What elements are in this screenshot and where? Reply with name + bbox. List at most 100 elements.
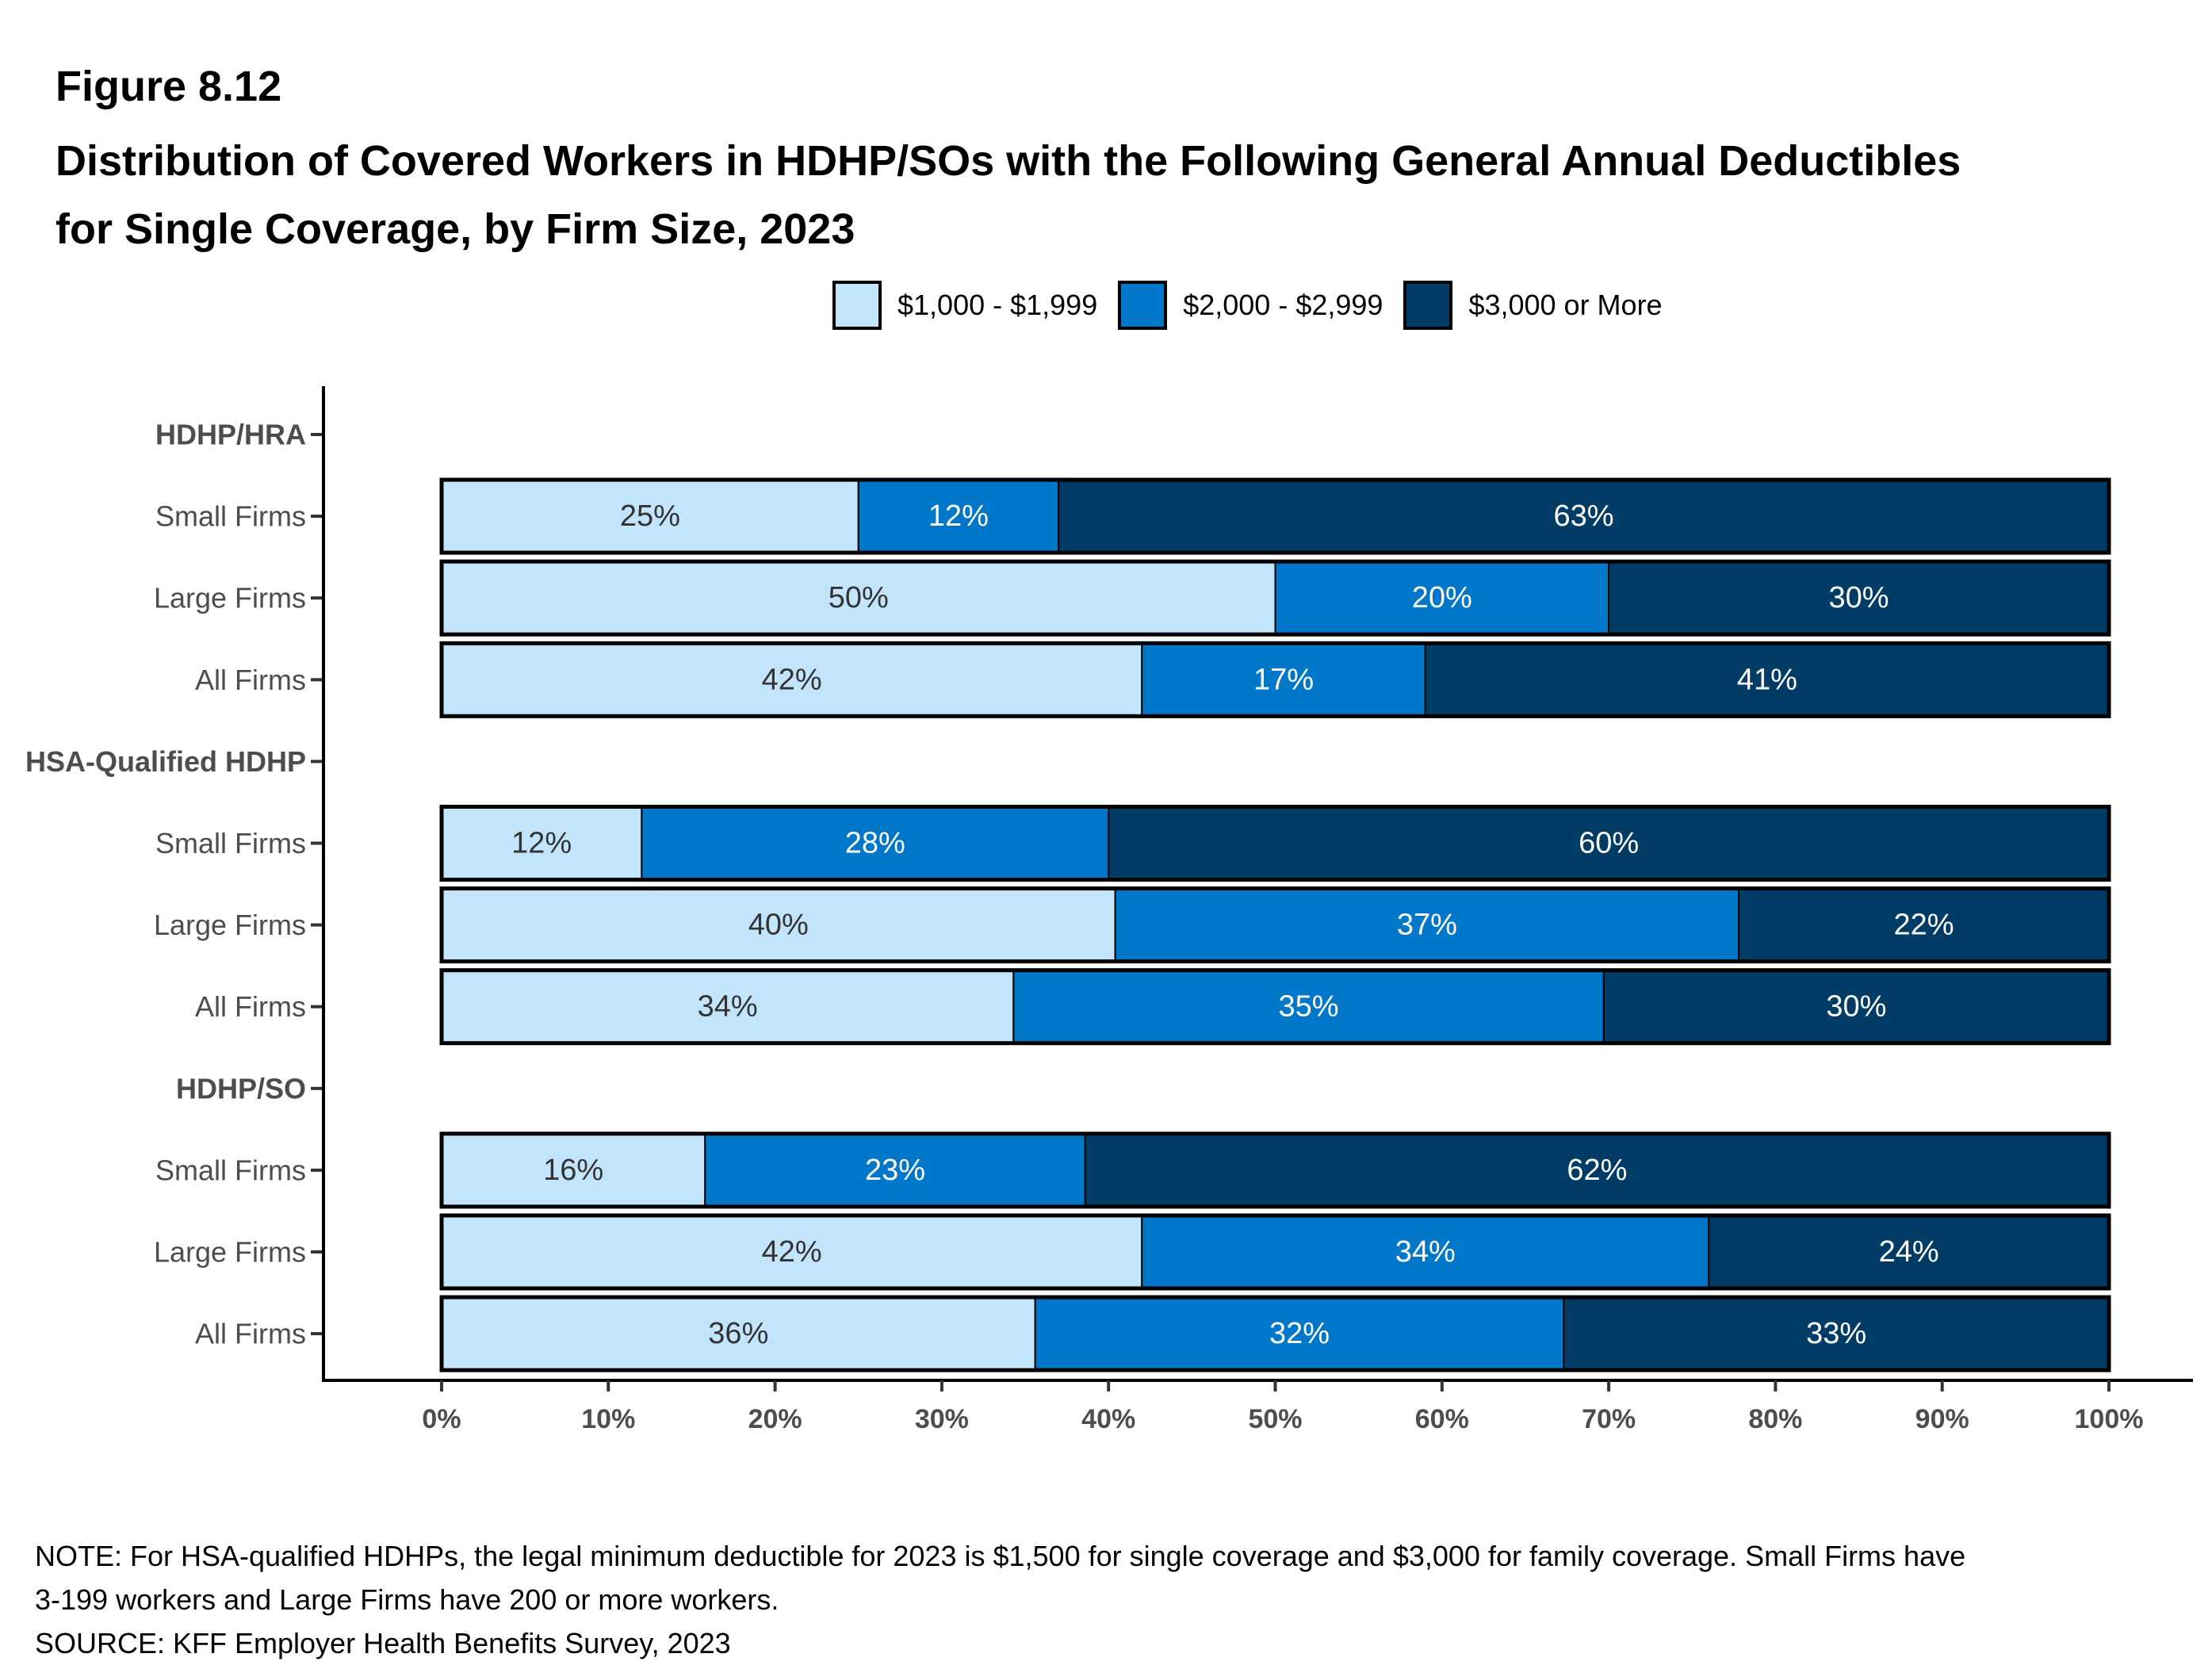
notes: NOTE: For HSA-qualified HDHPs, the legal… [35, 1534, 2176, 1665]
bar-row-hdhp-hra-small-firms: 25% 12% 63% [439, 477, 2111, 555]
bar-row-hsa-qualified-hdhp-small-firms: 12% 28% 60% [439, 805, 2111, 882]
bar-segment-hdhp-hra-small-firms-3-000-or-more [1058, 479, 2110, 554]
bar-outline-hdhp-so-all-firms [439, 1295, 2111, 1372]
bar-segment-hdhp-so-large-firms-2-000-2-999 [1141, 1215, 1710, 1289]
x-tick-label: 90% [1915, 1404, 1969, 1434]
legend-swatch-1000-1999 [832, 281, 882, 330]
bar-segment-hdhp-so-small-firms-1-000-1-999 [441, 1132, 706, 1208]
bar-outline-hdhp-so-large-firms [439, 1213, 2111, 1291]
group-label-hdhp-hra: HDHP/HRA [155, 419, 306, 451]
figure-label: Figure 8.12 [55, 63, 282, 110]
row-label-hdhp-hra-all-firms: All Firms [195, 664, 306, 696]
bar-value-label: 60% [1579, 827, 1639, 860]
bar-value-label: 33% [1806, 1317, 1866, 1350]
bar-value-label: 28% [845, 827, 905, 860]
bar-value-label: 32% [1269, 1317, 1330, 1350]
bar-value-label: 22% [1894, 909, 1954, 942]
bar-value-label: 36% [708, 1317, 768, 1350]
bar-value-label: 12% [928, 500, 989, 533]
legend-label-2000-2999: $2,000 - $2,999 [1183, 289, 1383, 321]
bar-row-hsa-qualified-hdhp-large-firms: 40% 37% 22% [439, 886, 2111, 964]
x-tick-label: 50% [1248, 1404, 1302, 1434]
x-tick-label: 10% [581, 1404, 635, 1434]
bar-value-label: 50% [829, 581, 889, 614]
bar-segment-hdhp-hra-large-firms-2-000-2-999 [1274, 561, 1610, 636]
x-tick-label: 60% [1415, 1404, 1469, 1434]
bar-value-label: 25% [620, 500, 680, 533]
bar-value-label: 42% [762, 663, 822, 696]
bar-row-hdhp-hra-all-firms: 42% 17% 41% [439, 641, 2111, 718]
bar-row-hsa-qualified-hdhp-all-firms: 34% 35% 30% [439, 968, 2111, 1046]
legend-swatch-3000-plus [1403, 281, 1453, 330]
bar-outline-hsa-qualified-hdhp-large-firms [439, 886, 2111, 964]
legend-label-1000-1999: $1,000 - $1,999 [897, 289, 1098, 321]
row-label-hsa-qualified-hdhp-all-firms: All Firms [195, 990, 306, 1023]
bars-layer: 25% 12% 63% 50% 20% 30% 42% 17% 41% 12% 28% 60% 40% 3… [439, 477, 2111, 1372]
row-label-hdhp-so-all-firms: All Firms [195, 1318, 306, 1350]
bar-segment-hdhp-so-large-firms-1-000-1-999 [441, 1215, 1143, 1289]
bar-value-label: 40% [748, 909, 809, 942]
bar-value-label: 30% [1826, 990, 1886, 1024]
x-tick-label: 80% [1748, 1404, 1802, 1434]
bar-segment-hsa-qualified-hdhp-all-firms-3-000-or-more [1602, 969, 2110, 1044]
x-tick-label: 70% [1582, 1404, 1636, 1434]
axes-layer: HDHP/HRA Small Firms Large Firms All Firms H… [25, 386, 2193, 1434]
bar-outline-hsa-qualified-hdhp-all-firms [439, 968, 2111, 1046]
bar-value-label: 20% [1412, 581, 1472, 614]
x-tick-label: 100% [2075, 1404, 2144, 1434]
row-label-hdhp-hra-small-firms: Small Firms [155, 500, 306, 533]
bar-row-hdhp-hra-large-firms: 50% 20% 30% [439, 559, 2111, 637]
bar-segment-hsa-qualified-hdhp-all-firms-1-000-1-999 [441, 969, 1015, 1044]
legend-item-1000-1999: $1,000 - $1,999 [832, 281, 1097, 330]
bar-segment-hsa-qualified-hdhp-small-firms-2-000-2-999 [641, 806, 1110, 881]
bar-value-label: 23% [865, 1154, 925, 1187]
x-tick-label: 0% [422, 1404, 461, 1434]
bar-segment-hsa-qualified-hdhp-small-firms-3-000-or-more [1108, 806, 2110, 881]
chart-title-line-2: for Single Coverage, by Firm Size, 2023 [55, 205, 855, 253]
group-label-hsa-qualified-hdhp: HSA-Qualified HDHP [25, 745, 306, 778]
bar-value-label: 34% [698, 990, 758, 1024]
bar-outline-hdhp-hra-all-firms [439, 641, 2111, 718]
bar-value-label: 63% [1554, 500, 1614, 533]
chart-title-line-1: Distribution of Covered Workers in HDHP/… [55, 137, 1961, 185]
bar-outline-hsa-qualified-hdhp-small-firms [439, 805, 2111, 882]
bar-value-label: 42% [762, 1235, 822, 1269]
x-tick-label: 40% [1081, 1404, 1135, 1434]
bar-value-label: 17% [1253, 663, 1314, 696]
legend-swatch-2000-2999 [1118, 281, 1168, 330]
row-label-hsa-qualified-hdhp-small-firms: Small Firms [155, 827, 306, 859]
bar-row-hdhp-so-small-firms: 16% 23% 62% [439, 1131, 2111, 1209]
note-line-1: NOTE: For HSA-qualified HDHPs, the legal… [35, 1540, 1966, 1572]
bar-value-label: 34% [1395, 1235, 1456, 1269]
bar-segment-hdhp-so-small-firms-2-000-2-999 [704, 1132, 1086, 1208]
legend-item-3000-plus: $3,000 or More [1403, 281, 1663, 330]
bar-segment-hdhp-so-all-firms-2-000-2-999 [1034, 1296, 1565, 1372]
row-label-hdhp-hra-large-firms: Large Firms [154, 582, 306, 614]
row-label-hsa-qualified-hdhp-large-firms: Large Firms [154, 909, 306, 941]
bar-value-label: 12% [511, 827, 572, 860]
legend-label-3000-plus: $3,000 or More [1468, 289, 1663, 321]
bar-value-label: 62% [1567, 1154, 1627, 1187]
row-label-hdhp-so-small-firms: Small Firms [155, 1154, 306, 1186]
x-tick-label: 30% [915, 1404, 969, 1434]
bar-value-label: 24% [1879, 1235, 1939, 1269]
x-tick-label: 20% [748, 1404, 802, 1434]
bar-segment-hsa-qualified-hdhp-large-firms-2-000-2-999 [1114, 887, 1740, 963]
bar-segment-hsa-qualified-hdhp-small-firms-1-000-1-999 [441, 806, 643, 881]
bar-value-label: 16% [543, 1154, 603, 1187]
note-line-2: 3-199 workers and Large Firms have 200 o… [35, 1583, 779, 1616]
source-line: SOURCE: KFF Employer Health Benefits Sur… [35, 1627, 731, 1659]
bar-row-hdhp-so-large-firms: 42% 34% 24% [439, 1213, 2111, 1291]
bar-segment-hsa-qualified-hdhp-all-firms-2-000-2-999 [1012, 969, 1605, 1044]
bar-outline-hdhp-so-small-firms [439, 1131, 2111, 1209]
bar-value-label: 37% [1397, 909, 1457, 942]
bar-segment-hdhp-hra-all-firms-1-000-1-999 [441, 642, 1143, 718]
bar-outline-hdhp-hra-small-firms [439, 477, 2111, 555]
bar-segment-hdhp-hra-small-firms-1-000-1-999 [441, 479, 859, 554]
bar-outline-hdhp-hra-large-firms [439, 559, 2111, 637]
row-label-hdhp-so-large-firms: Large Firms [154, 1236, 306, 1269]
bar-row-hdhp-so-all-firms: 36% 32% 33% [439, 1295, 2111, 1372]
group-label-hdhp-so: HDHP/SO [176, 1072, 306, 1104]
legend: $1,000 - $1,999 $2,000 - $2,999 $3,000 o… [832, 278, 1683, 333]
